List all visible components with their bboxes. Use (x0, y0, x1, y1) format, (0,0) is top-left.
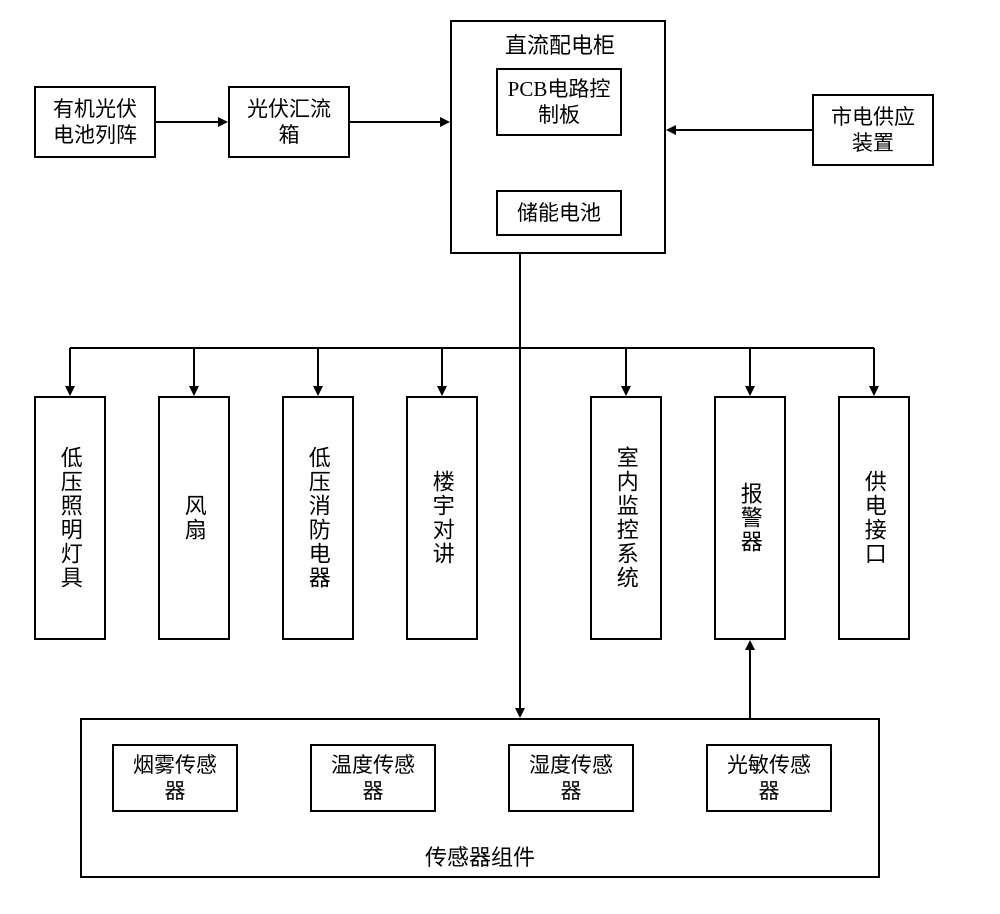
node-label-pcb: PCB电路控 制板 (508, 76, 611, 129)
node-pv_array: 有机光伏 电池列阵 (34, 86, 156, 158)
node-label-smoke: 烟雾传感 器 (133, 752, 217, 805)
node-label-pv_array: 有机光伏 电池列阵 (53, 96, 137, 149)
node-label-alarm: 报警器 (736, 482, 764, 554)
node-label-monitor: 室内监控系统 (612, 446, 640, 590)
diagram-stage: 有机光伏 电池列阵 光伏汇流 箱 直流配电柜 PCB电路控 制板储能电池 市电供应 装置… (0, 0, 1000, 914)
node-label-lighting: 低压照明灯具 (56, 446, 84, 590)
node-intercom: 楼宇对讲 (406, 396, 478, 640)
node-label-intercom: 楼宇对讲 (428, 470, 456, 566)
node-fan: 风扇 (158, 396, 230, 640)
node-label-dc_cabinet_title: 直流配电柜 (505, 33, 615, 58)
node-lighting: 低压照明灯具 (34, 396, 106, 640)
node-label-combiner: 光伏汇流 箱 (247, 96, 331, 149)
node-label-humidity: 湿度传感 器 (529, 752, 613, 805)
node-label-mains: 市电供应 装置 (831, 104, 915, 157)
node-label-fire: 低压消防电器 (304, 446, 332, 590)
node-alarm: 报警器 (714, 396, 786, 640)
node-combiner: 光伏汇流 箱 (228, 86, 350, 158)
node-label-sensor_group_title: 传感器组件 (425, 845, 535, 870)
node-label-temp: 温度传感 器 (331, 752, 415, 805)
node-fire: 低压消防电器 (282, 396, 354, 640)
node-label-fan: 风扇 (180, 494, 208, 542)
node-smoke: 烟雾传感 器 (112, 744, 238, 812)
node-power_port: 供电接口 (838, 396, 910, 640)
node-battery: 储能电池 (496, 190, 622, 236)
node-label-light_sensor: 光敏传感 器 (727, 752, 811, 805)
node-sensor_group_title: 传感器组件 (420, 840, 540, 866)
node-mains: 市电供应 装置 (812, 94, 934, 166)
node-label-power_port: 供电接口 (860, 470, 888, 566)
node-dc_cabinet_title: 直流配电柜 (500, 28, 620, 54)
node-light_sensor: 光敏传感 器 (706, 744, 832, 812)
node-pcb: PCB电路控 制板 (496, 68, 622, 136)
node-temp: 温度传感 器 (310, 744, 436, 812)
node-monitor: 室内监控系统 (590, 396, 662, 640)
node-humidity: 湿度传感 器 (508, 744, 634, 812)
node-label-battery: 储能电池 (517, 200, 601, 226)
